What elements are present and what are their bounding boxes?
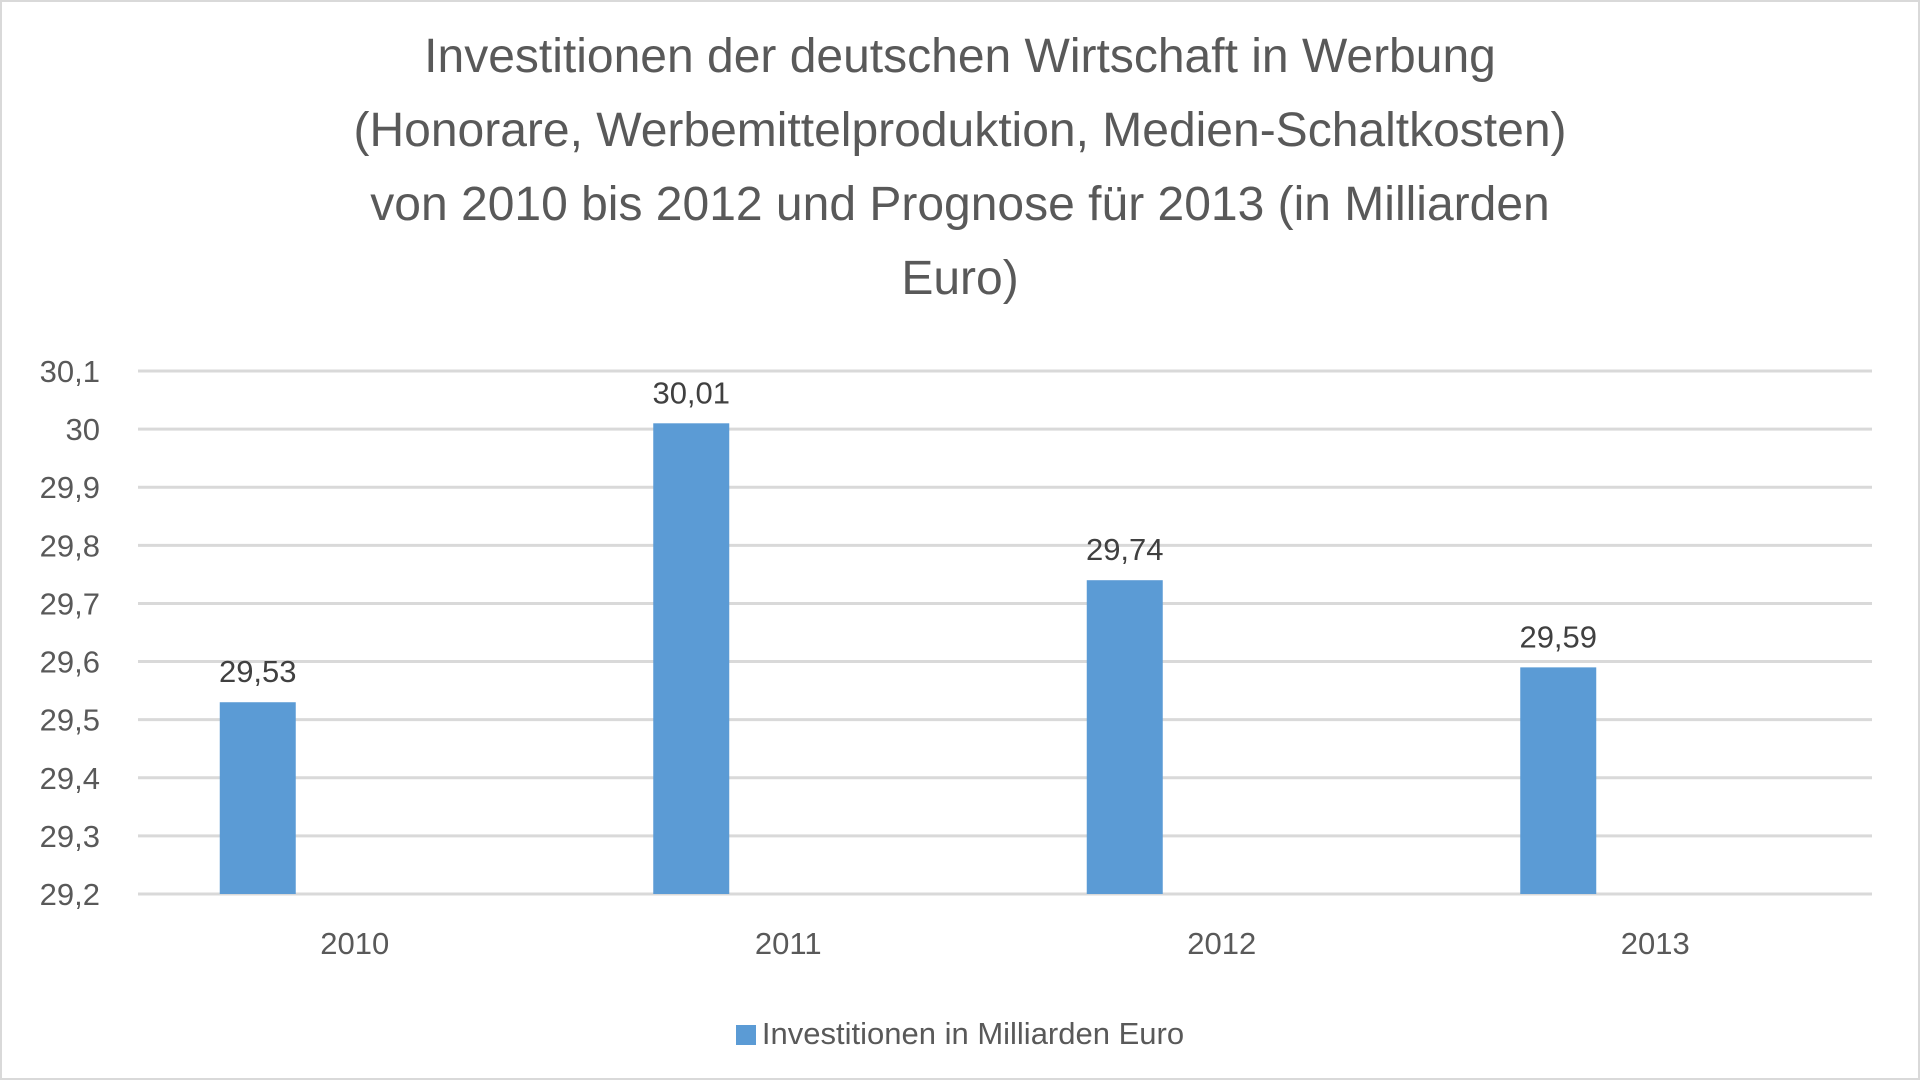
bar (219, 702, 296, 894)
y-tick-label: 29,3 (40, 819, 100, 854)
data-label: 30,01 (652, 375, 730, 410)
bar (1086, 580, 1163, 894)
y-tick-label: 29,6 (40, 645, 100, 680)
title-line: von 2010 bis 2012 und Prognose für 2013 … (370, 178, 1550, 231)
legend-swatch (735, 1025, 756, 1045)
title-line: Investitionen der deutschen Wirtschaft i… (424, 30, 1496, 83)
bar (1520, 667, 1597, 894)
y-tick-label: 29,5 (40, 703, 100, 738)
chart-title: Investitionen der deutschen Wirtschaft i… (160, 20, 1760, 316)
legend-label: Investitionen in Milliarden Euro (761, 1016, 1185, 1051)
data-label: 29,53 (219, 654, 297, 689)
bar (653, 423, 730, 894)
x-tick-label: 2010 (320, 926, 389, 961)
y-tick-label: 29,4 (40, 761, 100, 796)
y-tick-label: 29,7 (40, 586, 100, 621)
y-tick-label: 29,2 (40, 877, 100, 912)
y-tick-label: 29,9 (40, 470, 100, 505)
title-line: Euro) (901, 252, 1019, 305)
data-label: 29,74 (1086, 532, 1164, 567)
y-tick-label: 30 (66, 412, 100, 447)
y-tick-label: 30,1 (40, 354, 100, 389)
title-line: (Honorare, Werbemittelproduktion, Medien… (353, 104, 1567, 157)
legend: Investitionen in Milliarden Euro (0, 1016, 1920, 1052)
y-tick-label: 29,8 (40, 528, 100, 563)
x-tick-label: 2012 (1187, 926, 1256, 961)
x-tick-label: 2013 (1621, 926, 1690, 961)
data-label: 29,59 (1519, 619, 1597, 654)
x-tick-label: 2011 (755, 926, 822, 961)
